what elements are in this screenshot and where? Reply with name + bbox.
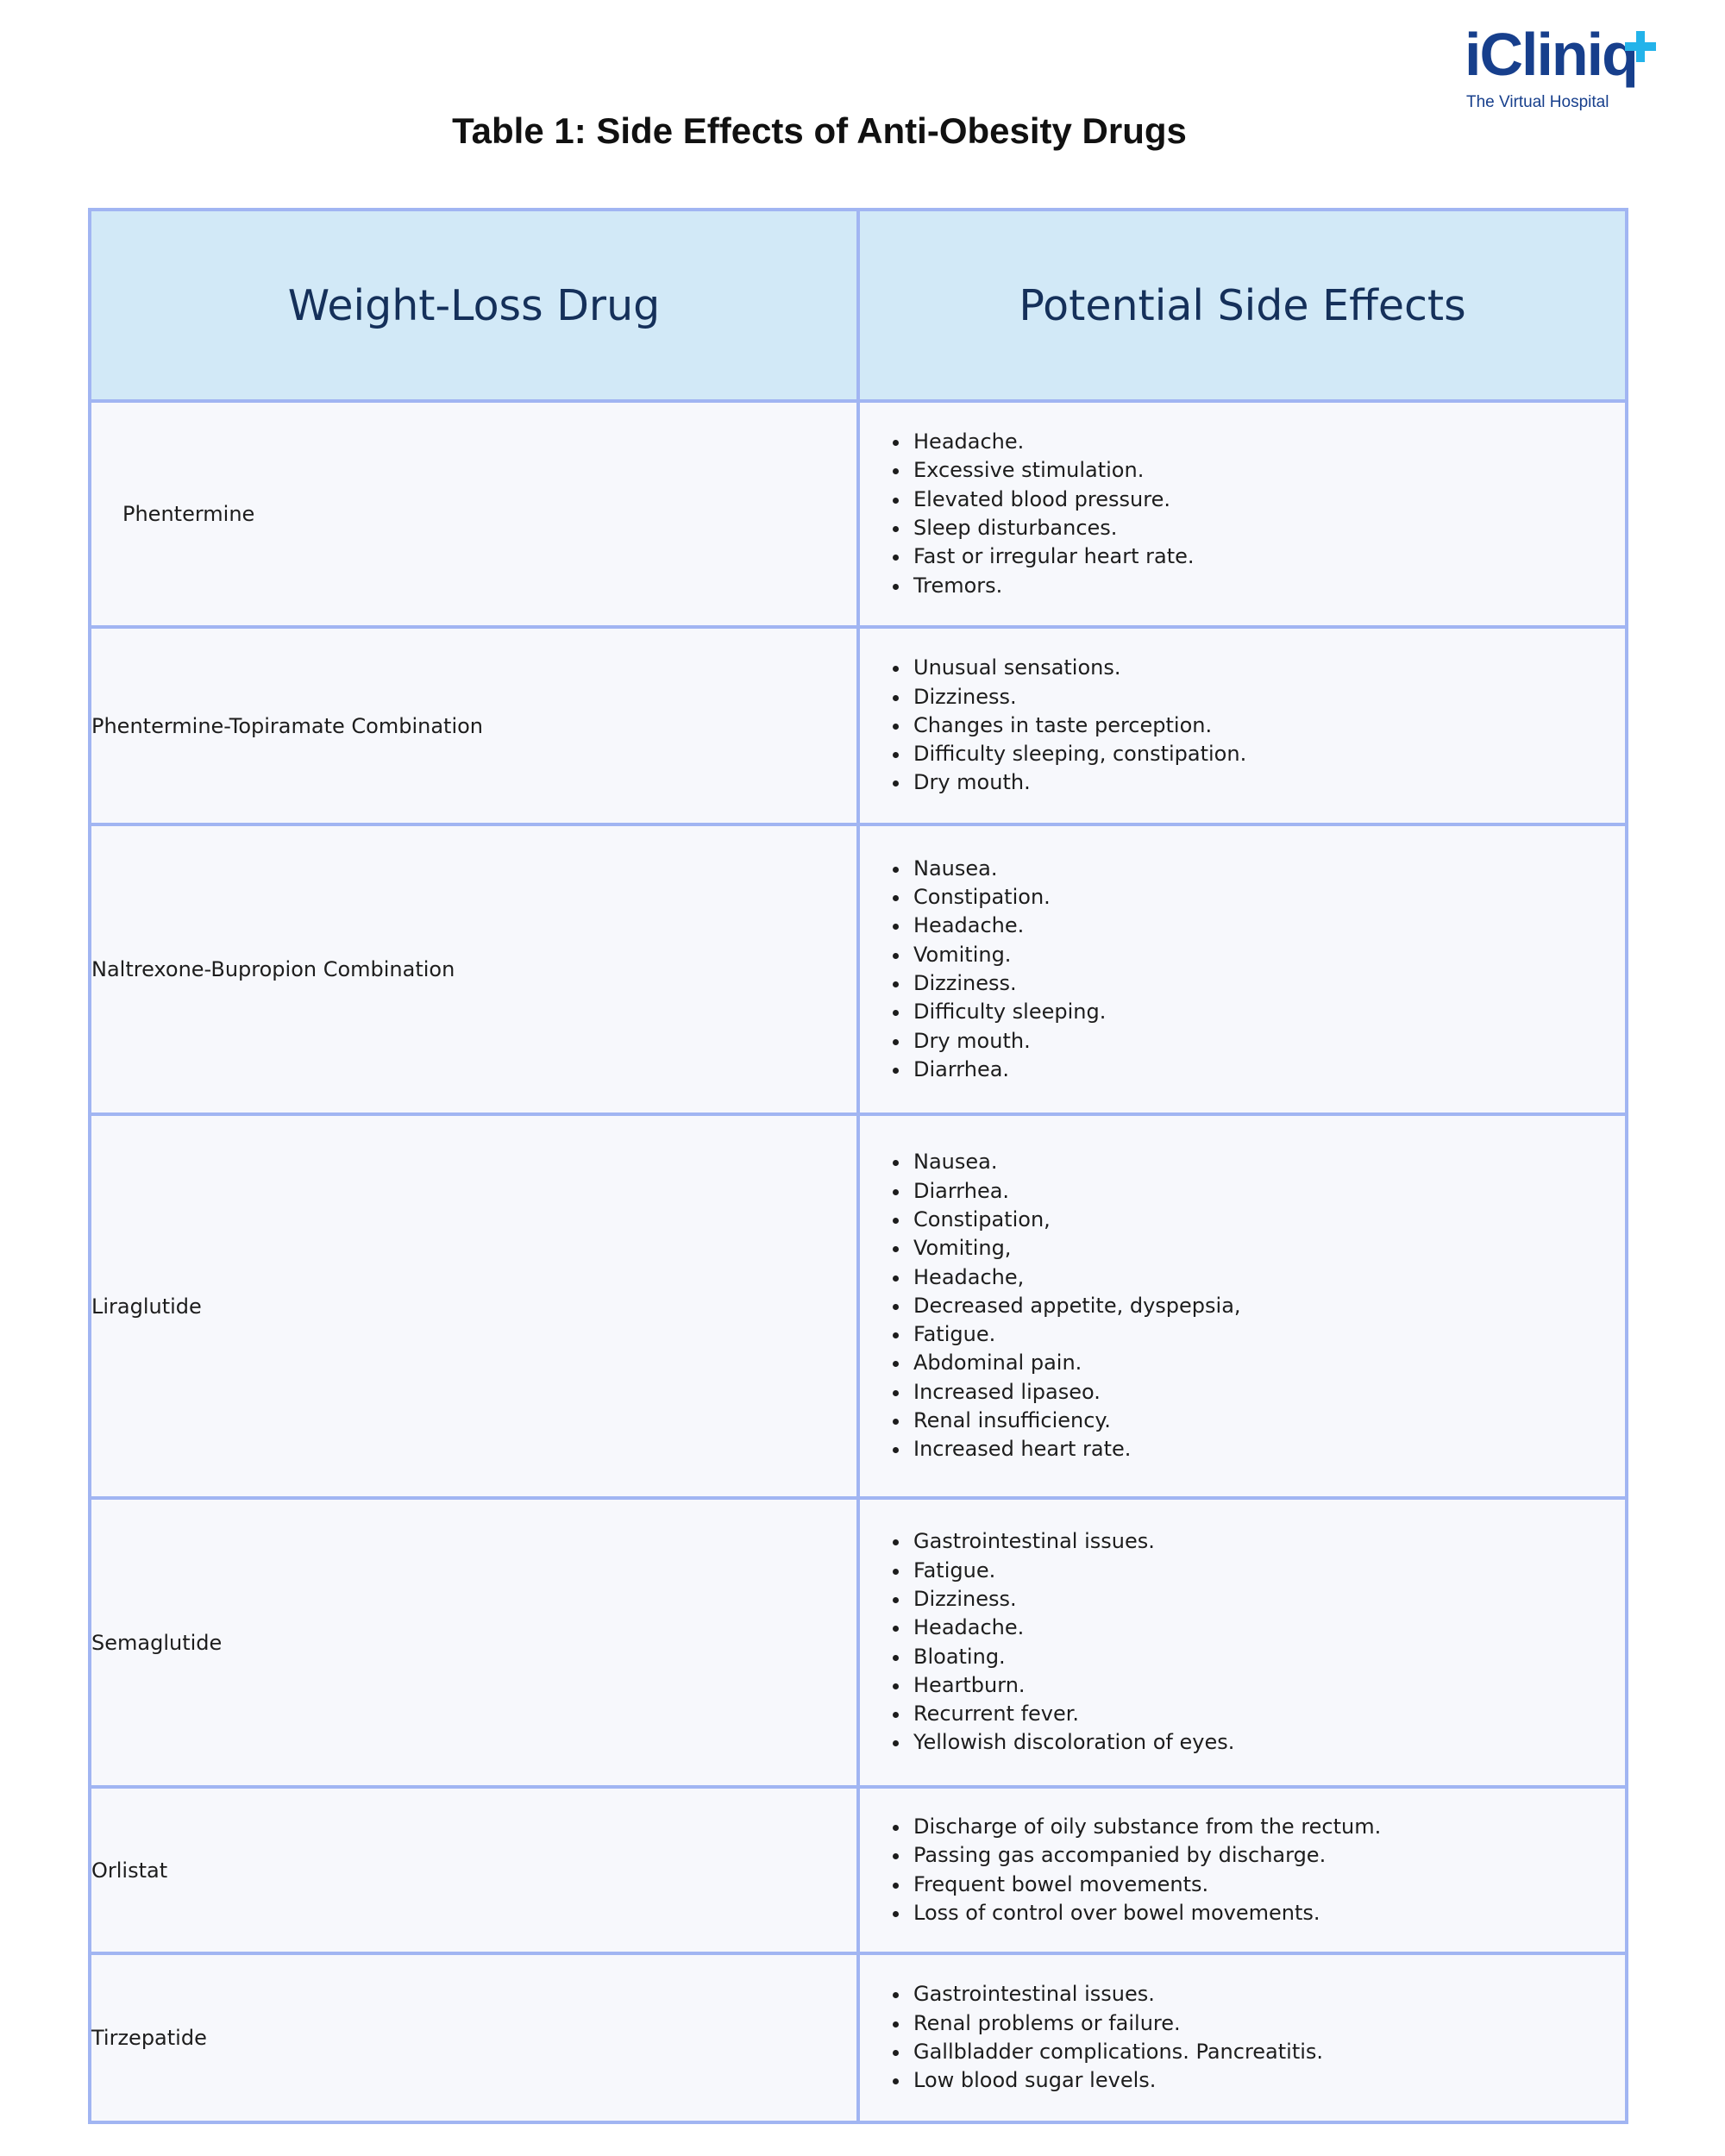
table-row: Tirzepatide Gastrointestinal issues. Ren…: [88, 1952, 1628, 2124]
drug-name: Phentermine: [88, 399, 860, 629]
table-row: Phentermine Headache. Excessive stimulat…: [88, 399, 1628, 629]
side-effects-cell: Unusual sensations. Dizziness. Changes i…: [856, 625, 1628, 826]
list-item: Vomiting,: [893, 1234, 1625, 1263]
side-effects-list: Headache. Excessive stimulation. Elevate…: [860, 428, 1625, 600]
side-effects-cell: Discharge of oily substance from the rec…: [856, 1785, 1628, 1955]
list-item: Constipation.: [893, 883, 1625, 912]
drug-name: Naltrexone-Bupropion Combination: [88, 823, 860, 1116]
logo-wordmark: iCliniq: [1465, 21, 1639, 88]
list-item: Nausea.: [893, 855, 1625, 883]
list-item: Fast or irregular heart rate.: [893, 542, 1625, 571]
list-item: Abdominal pain.: [893, 1349, 1625, 1377]
list-item: Nausea.: [893, 1148, 1625, 1176]
list-item: Excessive stimulation.: [893, 456, 1625, 485]
list-item: Discharge of oily substance from the rec…: [893, 1813, 1625, 1841]
list-item: Headache.: [893, 428, 1625, 456]
list-item: Unusual sensations.: [893, 654, 1625, 682]
table-row: Liraglutide Nausea. Diarrhea. Constipati…: [88, 1112, 1628, 1500]
list-item: Dizziness.: [893, 1585, 1625, 1614]
list-item: Dizziness.: [893, 683, 1625, 711]
list-item: Fatigue.: [893, 1557, 1625, 1585]
list-item: Gastrointestinal issues.: [893, 1527, 1625, 1556]
list-item: Renal insufficiency.: [893, 1407, 1625, 1435]
list-item: Frequent bowel movements.: [893, 1871, 1625, 1899]
list-item: Headache.: [893, 1614, 1625, 1642]
side-effects-cell: Nausea. Constipation. Headache. Vomiting…: [856, 823, 1628, 1116]
list-item: Dry mouth.: [893, 1027, 1625, 1056]
list-item: Yellowish discoloration of eyes.: [893, 1728, 1625, 1757]
drug-name: Orlistat: [88, 1785, 860, 1955]
list-item: Dizziness.: [893, 969, 1625, 998]
list-item: Difficulty sleeping, constipation.: [893, 740, 1625, 768]
side-effects-cell: Gastrointestinal issues. Fatigue. Dizzin…: [856, 1496, 1628, 1789]
side-effects-cell: Gastrointestinal issues. Renal problems …: [856, 1952, 1628, 2124]
list-item: Fatigue.: [893, 1320, 1625, 1349]
side-effects-table: Weight-Loss Drug Potential Side Effects …: [88, 208, 1628, 2124]
drug-name: Phentermine-Topiramate Combination: [88, 625, 860, 826]
list-item: Passing gas accompanied by discharge.: [893, 1841, 1625, 1870]
list-item: Recurrent fever.: [893, 1700, 1625, 1728]
list-item: Tremors.: [893, 572, 1625, 600]
drug-name: Semaglutide: [88, 1496, 860, 1789]
side-effects-list: Discharge of oily substance from the rec…: [860, 1813, 1625, 1927]
list-item: Decreased appetite, dyspepsia,: [893, 1292, 1625, 1320]
table-row: Orlistat Discharge of oily substance fro…: [88, 1785, 1628, 1955]
list-item: Heartburn.: [893, 1671, 1625, 1700]
drug-name: Tirzepatide: [88, 1952, 860, 2124]
table-row: Naltrexone-Bupropion Combination Nausea.…: [88, 823, 1628, 1116]
list-item: Sleep disturbances.: [893, 514, 1625, 542]
column-header-drug: Weight-Loss Drug: [88, 208, 860, 403]
side-effects-list: Gastrointestinal issues. Renal problems …: [860, 1980, 1625, 2095]
side-effects-list: Gastrointestinal issues. Fatigue. Dizzin…: [860, 1527, 1625, 1757]
page-title: Table 1: Side Effects of Anti-Obesity Dr…: [452, 110, 1187, 151]
side-effects-list: Nausea. Constipation. Headache. Vomiting…: [860, 855, 1625, 1084]
list-item: Increased heart rate.: [893, 1435, 1625, 1463]
list-item: Headache,: [893, 1263, 1625, 1292]
side-effects-list: Unusual sensations. Dizziness. Changes i…: [860, 654, 1625, 797]
list-item: Elevated blood pressure.: [893, 486, 1625, 514]
column-header-effects: Potential Side Effects: [856, 208, 1628, 403]
list-item: Gastrointestinal issues.: [893, 1980, 1625, 2009]
list-item: Gallbladder complications. Pancreatitis.: [893, 2038, 1625, 2066]
table-row: Phentermine-Topiramate Combination Unusu…: [88, 625, 1628, 826]
logo-tagline: The Virtual Hospital: [1466, 93, 1609, 111]
side-effects-list: Nausea. Diarrhea. Constipation, Vomiting…: [860, 1148, 1625, 1463]
list-item: Renal problems or failure.: [893, 2009, 1625, 2038]
list-item: Constipation,: [893, 1206, 1625, 1234]
list-item: Changes in taste perception.: [893, 711, 1625, 740]
list-item: Vomiting.: [893, 941, 1625, 969]
plus-icon: [1625, 31, 1656, 62]
list-item: Dry mouth.: [893, 768, 1625, 797]
list-item: Difficulty sleeping.: [893, 998, 1625, 1026]
table-row: Semaglutide Gastrointestinal issues. Fat…: [88, 1496, 1628, 1789]
list-item: Bloating.: [893, 1643, 1625, 1671]
iclinic-logo: iCliniq The Virtual Hospital: [1465, 24, 1672, 111]
drug-name: Liraglutide: [88, 1112, 860, 1500]
header-row: Weight-Loss Drug Potential Side Effects: [88, 208, 1628, 403]
list-item: Low blood sugar levels.: [893, 2066, 1625, 2095]
list-item: Increased lipaseo.: [893, 1378, 1625, 1407]
list-item: Diarrhea.: [893, 1056, 1625, 1084]
list-item: Loss of control over bowel movements.: [893, 1899, 1625, 1927]
side-effects-cell: Nausea. Diarrhea. Constipation, Vomiting…: [856, 1112, 1628, 1500]
list-item: Headache.: [893, 912, 1625, 940]
list-item: Diarrhea.: [893, 1177, 1625, 1206]
side-effects-cell: Headache. Excessive stimulation. Elevate…: [856, 399, 1628, 629]
